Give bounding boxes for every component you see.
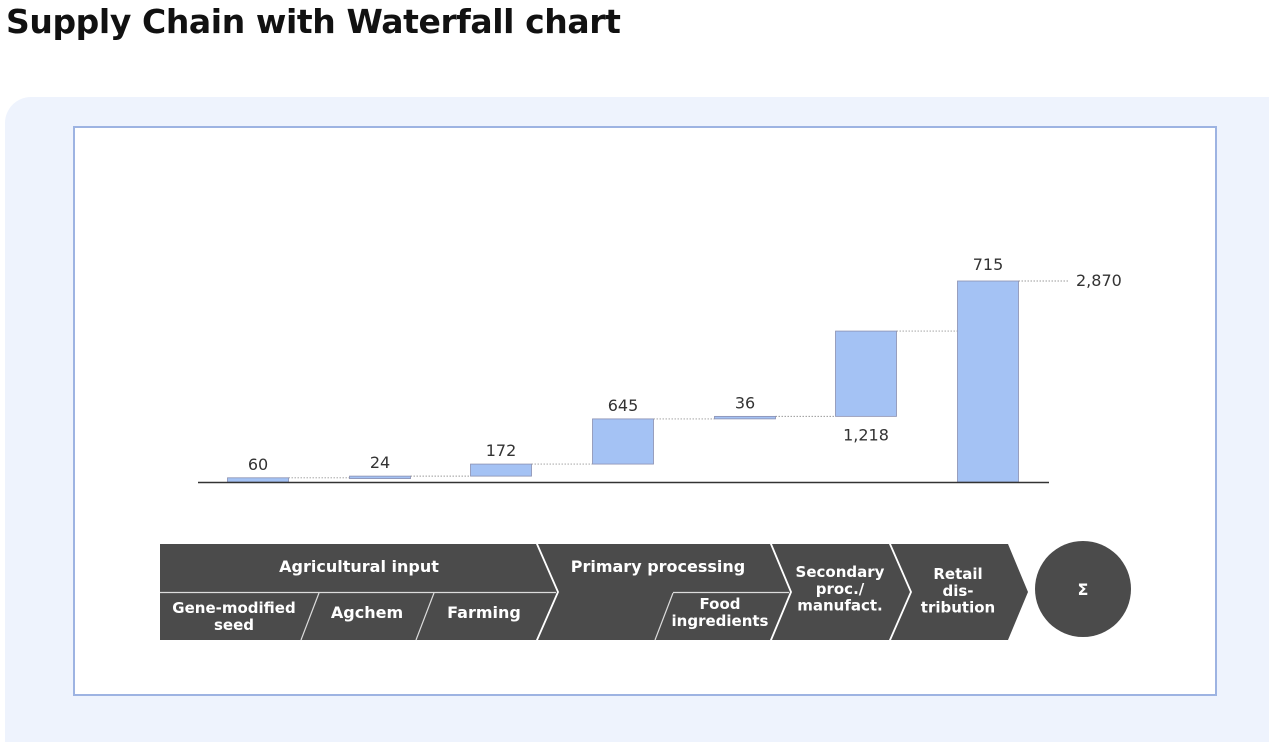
process-divider xyxy=(300,592,320,641)
process-divider xyxy=(654,592,674,641)
stage-label-retail-distribution: Retail dis-tribution xyxy=(921,565,995,617)
value-label: 1,218 xyxy=(843,425,889,444)
waterfall-bar xyxy=(592,418,654,465)
connector-lines xyxy=(288,280,1068,479)
process-stage-retail-distribution xyxy=(891,544,1028,640)
process-divider xyxy=(415,592,435,641)
value-label: 60 xyxy=(248,455,268,474)
page-title: Supply Chain with Waterfall chart xyxy=(6,2,621,41)
process-stage-secondary-processing xyxy=(772,544,910,640)
waterfall-bar xyxy=(714,415,776,420)
waterfall-bar xyxy=(349,475,411,480)
waterfall-bar xyxy=(227,477,289,483)
substep-label-food-ingredients: Food ingredients xyxy=(672,595,769,630)
waterfall-bar xyxy=(470,463,532,477)
value-label: 36 xyxy=(735,393,755,412)
value-labels: 60 24 172 645 36 1,218 715 2,870 xyxy=(248,255,1122,474)
stage-label-primary-processing: Primary processing xyxy=(571,557,746,576)
process-stage-primary-processing xyxy=(538,544,790,640)
waterfall-bars xyxy=(227,280,1019,483)
value-label: 645 xyxy=(608,396,639,415)
value-label: 715 xyxy=(973,255,1004,274)
stage-label-secondary-processing: Secondary proc./manufact. xyxy=(796,563,885,615)
substep-label-farming: Farming xyxy=(447,603,521,622)
waterfall-bar xyxy=(957,280,1019,483)
waterfall-bar xyxy=(835,330,897,417)
value-label: 172 xyxy=(486,441,517,460)
total-symbol: Σ xyxy=(1078,580,1089,599)
substep-label-agchem: Agchem xyxy=(331,603,403,622)
value-label: 24 xyxy=(370,453,390,472)
stage-label-agricultural-input: Agricultural input xyxy=(279,557,439,576)
total-value-label: 2,870 xyxy=(1076,271,1122,290)
substep-label-gene-modified-seed: Gene-modified seed xyxy=(172,599,295,634)
total-circle xyxy=(1035,541,1131,637)
process-chain: Agricultural input Primary processing Se… xyxy=(160,541,1131,641)
